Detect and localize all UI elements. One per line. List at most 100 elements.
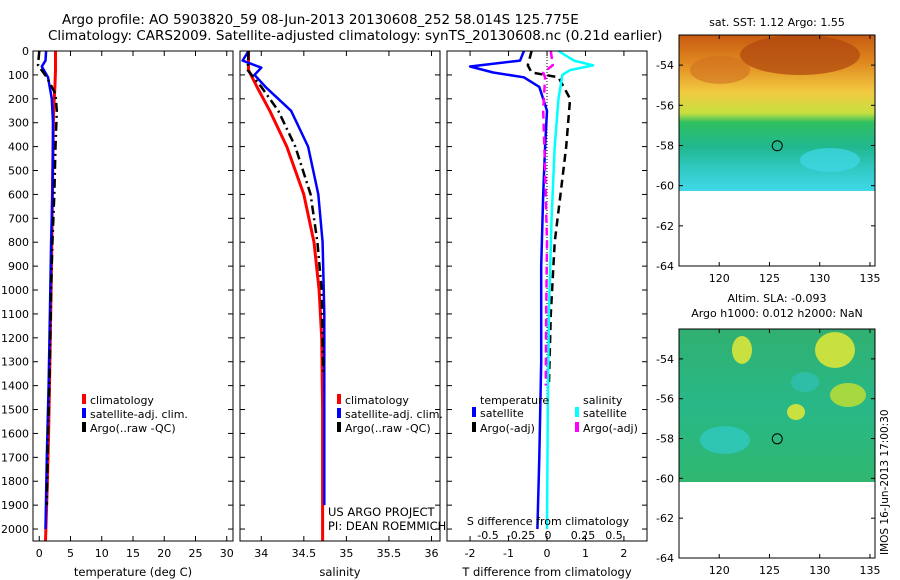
sst-map-panel: 120 125 130 135 -54 -56 -58 -60 -62 -64 bbox=[656, 34, 880, 285]
salinity-legend-swatch-1 bbox=[337, 408, 341, 418]
difference-series-3 bbox=[541, 50, 555, 386]
sla-low-patch-2 bbox=[791, 372, 819, 392]
sst-xtick-label-0: 120 bbox=[709, 272, 730, 285]
depth-tick-label-3: 300 bbox=[8, 117, 29, 130]
sla-xtick-label-3: 135 bbox=[859, 564, 880, 577]
temperature-xtick-label-6: 30 bbox=[220, 547, 234, 560]
temperature-series-1 bbox=[40, 50, 55, 530]
diff-legend-salinity-title: salinity bbox=[583, 394, 623, 407]
diff-legend-s-label-1: Argo(-adj) bbox=[583, 422, 638, 435]
temperature-xtick-label-2: 10 bbox=[95, 547, 109, 560]
sla-high-patch-2 bbox=[815, 332, 855, 368]
salinity-legend-swatch-0 bbox=[337, 394, 341, 404]
temperature-profile-panel: 0 5 10 15 20 25 300100200300400500600700800900… bbox=[1, 45, 234, 579]
depth-tick-label-19: 1900 bbox=[1, 499, 29, 512]
salinity-xlabel: salinity bbox=[319, 565, 360, 579]
salinity-legend-label-1: satellite-adj. clim. bbox=[345, 408, 443, 421]
sst-warm-patch bbox=[740, 35, 860, 75]
temperature-legend-swatch-1 bbox=[82, 408, 86, 418]
salinity-profile-panel: 34 34.5 35 35.5 36 salinity climatologysatelli… bbox=[239, 50, 443, 579]
sst-ytick-label-5: -64 bbox=[656, 260, 674, 273]
diff-legend-t-label-0: satellite bbox=[480, 407, 524, 420]
depth-tick-label-14: 1400 bbox=[1, 380, 29, 393]
depth-tick-label-2: 200 bbox=[8, 93, 29, 106]
depth-tick-label-9: 900 bbox=[8, 260, 29, 273]
figure-title-line1: Argo profile: AO 5903820_59 08-Jun-2013 … bbox=[62, 12, 579, 28]
sla-xtick-label-1: 125 bbox=[759, 564, 780, 577]
sst-ytick-label-0: -54 bbox=[656, 59, 674, 72]
sst-ytick-label-3: -60 bbox=[656, 180, 674, 193]
salinity-series-2 bbox=[246, 50, 325, 374]
diff-legend-s-swatch-1 bbox=[575, 422, 579, 432]
depth-tick-label-20: 2000 bbox=[1, 523, 29, 536]
sla-map-panel: 120 125 130 135 -54 -56 -58 -60 -62 -64 bbox=[656, 328, 880, 577]
sst-axes-box bbox=[678, 34, 876, 267]
sst-ytick-label-1: -56 bbox=[656, 99, 674, 112]
sst-xtick-label-3: 135 bbox=[859, 272, 880, 285]
temperature-xtick-label-1: 5 bbox=[67, 547, 74, 560]
diff-legend-s-label-0: satellite bbox=[583, 407, 627, 420]
diff-legend-t-swatch-1 bbox=[472, 422, 476, 432]
sst-warm-patch-2 bbox=[690, 56, 750, 84]
sst-ytick-label-4: -62 bbox=[656, 220, 674, 233]
difference-xtick-label-4: 2 bbox=[620, 547, 627, 560]
temperature-xtick-label-5: 25 bbox=[189, 547, 203, 560]
diff-legend-s-swatch-0 bbox=[575, 407, 579, 417]
salinity-xtick-label-0: 34 bbox=[254, 547, 268, 560]
sst-map-title: sat. SST: 1.12 Argo: 1.55 bbox=[709, 16, 845, 29]
salinity-axes-box bbox=[239, 50, 441, 542]
salinity-series-1 bbox=[241, 50, 326, 506]
sst-argo-location-marker bbox=[771, 140, 783, 152]
sla-ytick-label-3: -60 bbox=[656, 472, 674, 485]
difference-xtick-label-2: 0 bbox=[544, 547, 551, 560]
sla-map-title: Altim. SLA: -0.093 bbox=[727, 292, 826, 305]
depth-tick-label-13: 1300 bbox=[1, 356, 29, 369]
sst-cool-patch bbox=[800, 148, 860, 172]
depth-tick-label-18: 1800 bbox=[1, 475, 29, 488]
depth-tick-label-11: 1100 bbox=[1, 308, 29, 321]
sla-xtick-label-2: 130 bbox=[809, 564, 830, 577]
timestamp-stamp: IMOS 16-Jun-2013 17:00:30 bbox=[879, 409, 891, 555]
sst-no-data bbox=[679, 191, 875, 266]
temperature-legend-swatch-0 bbox=[82, 394, 86, 404]
difference-series-2 bbox=[545, 49, 595, 530]
diff-s-tick-label-0: -0.5 bbox=[477, 529, 498, 542]
temperature-legend-swatch-2 bbox=[82, 422, 86, 432]
difference-series-0 bbox=[468, 50, 549, 530]
depth-tick-label-8: 800 bbox=[8, 236, 29, 249]
project-label: US ARGO PROJECT bbox=[328, 505, 436, 519]
depth-tick-label-6: 600 bbox=[8, 188, 29, 201]
temperature-series-2 bbox=[36, 50, 59, 506]
diff-s-tick-label-3: 0.25 bbox=[571, 529, 596, 542]
diff-legend-t-swatch-0 bbox=[472, 407, 476, 417]
pi-label: PI: DEAN ROEMMICH bbox=[328, 519, 446, 533]
sla-ytick-label-4: -62 bbox=[656, 512, 674, 525]
temperature-axes-box bbox=[32, 50, 234, 542]
temperature-legend-label-1: satellite-adj. clim. bbox=[90, 408, 188, 421]
salinity-xtick-label-3: 35.5 bbox=[377, 547, 402, 560]
diff-legend-temperature-title: temperature bbox=[480, 394, 549, 407]
difference-xlabel: T difference from climatology bbox=[461, 565, 632, 579]
diff-s-tick-label-1: -0.25 bbox=[507, 529, 535, 542]
depth-tick-label-5: 500 bbox=[8, 165, 29, 178]
salinity-xtick-label-4: 36 bbox=[424, 547, 438, 560]
depth-tick-label-17: 1700 bbox=[1, 451, 29, 464]
diff-s-tick-label-4: 0.5 bbox=[605, 529, 623, 542]
sla-xtick-label-0: 120 bbox=[709, 564, 730, 577]
difference-xtick-label-3: 1 bbox=[582, 547, 589, 560]
temperature-xtick-label-3: 15 bbox=[126, 547, 140, 560]
temperature-legend-label-2: Argo(..raw -QC) bbox=[90, 422, 176, 435]
difference-profile-panel: -2 -1 0 1 2 T difference from climatology temp… bbox=[446, 49, 648, 579]
depth-tick-label-15: 1500 bbox=[1, 404, 29, 417]
depth-tick-label-1: 100 bbox=[8, 69, 29, 82]
figure-title-line2: Climatology: CARS2009. Satellite-adjuste… bbox=[48, 28, 663, 44]
salinity-xtick-label-2: 35 bbox=[339, 547, 353, 560]
salinity-legend-label-2: Argo(..raw -QC) bbox=[345, 422, 431, 435]
sla-no-data bbox=[679, 482, 875, 558]
sla-ytick-label-2: -58 bbox=[656, 433, 674, 446]
sla-low-patch bbox=[700, 426, 750, 454]
sst-ytick-label-2: -58 bbox=[656, 139, 674, 152]
sla-map-subtitle: Argo h1000: 0.012 h2000: NaN bbox=[691, 307, 863, 320]
salinity-xtick-label-1: 34.5 bbox=[292, 547, 317, 560]
salinity-legend-label-0: climatology bbox=[345, 394, 409, 407]
